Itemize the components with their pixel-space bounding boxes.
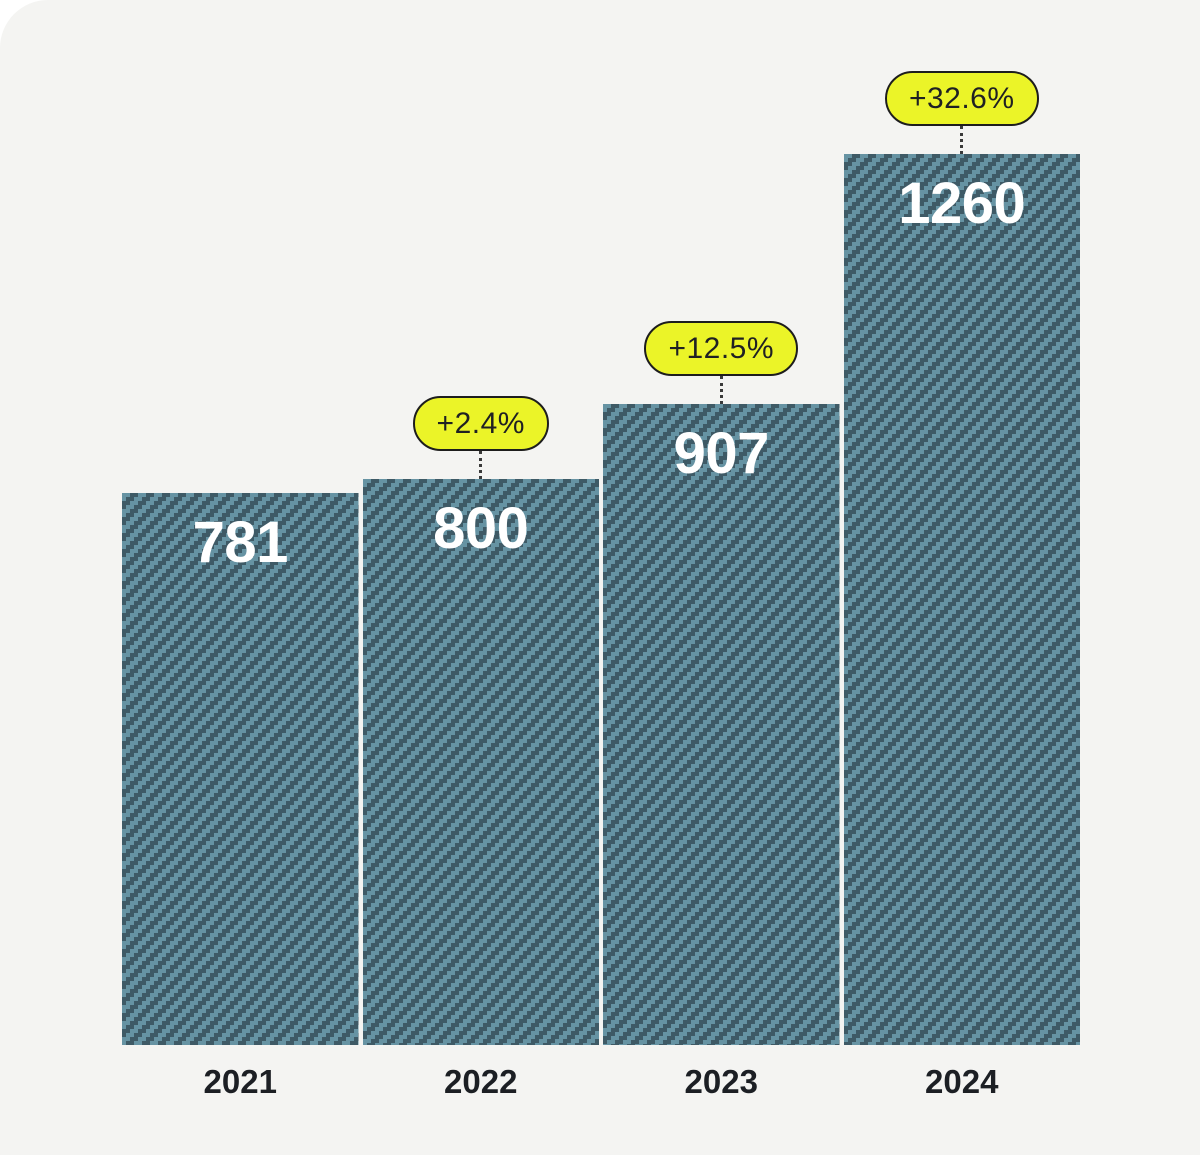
badge-connector-2024 xyxy=(960,126,964,154)
bar-2023: 907 xyxy=(603,404,840,1045)
badge-connector-2023 xyxy=(719,376,723,404)
bar-chart: 781 +2.4% 800 +12.5% 907 +32.6% 1260 2021 2022 20… xyxy=(122,0,1080,1155)
bar-column-2021: 781 xyxy=(122,493,359,1045)
pct-change-badge-2024: +32.6% xyxy=(884,71,1039,126)
bar-column-2023: +12.5% 907 xyxy=(603,321,840,1045)
bar-hatch-fill-2024 xyxy=(843,154,1080,1045)
bar-hatch-fill-2023 xyxy=(603,404,840,1045)
bar-hatch-fill-2021 xyxy=(122,493,359,1045)
x-axis-label-2022: 2022 xyxy=(444,1063,518,1100)
x-axis-label-2021: 2021 xyxy=(203,1063,277,1100)
bar-value-label-2023: 907 xyxy=(673,421,770,486)
x-axis-label-2024: 2024 xyxy=(925,1063,999,1100)
bar-value-label-2021: 781 xyxy=(192,510,289,575)
bar-column-2024: +32.6% 1260 xyxy=(843,71,1080,1045)
bar-column-2022: +2.4% 800 xyxy=(362,396,599,1045)
bar-2021: 781 xyxy=(122,493,359,1045)
bar-2024: 1260 xyxy=(843,154,1080,1045)
bar-value-label-2022: 800 xyxy=(433,496,529,561)
x-axis-label-2023: 2023 xyxy=(684,1063,758,1100)
pct-change-badge-2022: +2.4% xyxy=(412,396,549,451)
bar-value-label-2024: 1260 xyxy=(898,171,1026,236)
pct-change-badge-2023: +12.5% xyxy=(644,321,799,376)
x-axis-labels: 2021 2022 2023 2024 xyxy=(122,1045,1080,1101)
bar-2022: 800 xyxy=(362,479,599,1045)
bars-row: 781 +2.4% 800 +12.5% 907 +32.6% 1260 xyxy=(122,0,1080,1045)
badge-connector-2022 xyxy=(479,451,483,479)
bar-hatch-fill-2022 xyxy=(362,479,599,1045)
